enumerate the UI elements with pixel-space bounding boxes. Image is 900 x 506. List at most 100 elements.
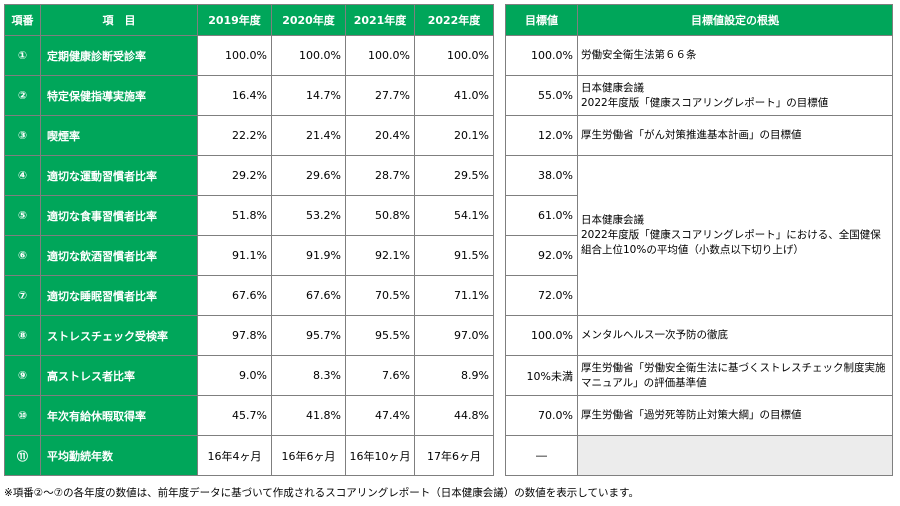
target-value: 55.0% (505, 75, 578, 116)
basis-line: 2022年度版「健康スコアリングレポート」の目標値 (581, 96, 829, 109)
basis-text: 厚生労働省「がん対策推進基本計画」の目標値 (577, 115, 893, 156)
value-2019: 91.1% (197, 235, 272, 276)
value-2022: 54.1% (414, 195, 494, 236)
header-2022: 2022年度 (414, 4, 494, 36)
value-2022: 91.5% (414, 235, 494, 276)
basis-empty (577, 435, 893, 476)
value-2022: 41.0% (414, 75, 494, 116)
value-2019: 45.7% (197, 395, 272, 436)
value-2020: 8.3% (271, 355, 346, 396)
target-value: 38.0% (505, 155, 578, 196)
target-value: 12.0% (505, 115, 578, 156)
value-2019: 22.2% (197, 115, 272, 156)
value-2022: 17年6ヶ月 (414, 435, 494, 476)
target-header-row: 目標値 目標値設定の根拠 (505, 4, 893, 36)
item-name: 特定保健指導実施率 (40, 75, 198, 116)
item-number: ① (4, 35, 41, 76)
value-2021: 100.0% (345, 35, 415, 76)
item-name: 高ストレス者比率 (40, 355, 198, 396)
target-row: 10%未満 厚生労働省「労働安全衛生法に基づくストレスチェック制度実施マニュアル… (505, 355, 893, 396)
item-name: 適切な食事習慣者比率 (40, 195, 198, 236)
table-row: ④ 適切な運動習慣者比率 29.2% 29.6% 28.7% 29.5% (4, 155, 494, 196)
table-row: ⑦ 適切な睡眠習慣者比率 67.6% 67.6% 70.5% 71.1% (4, 275, 494, 316)
item-name: 平均勤続年数 (40, 435, 198, 476)
value-2019: 67.6% (197, 275, 272, 316)
value-2020: 67.6% (271, 275, 346, 316)
target-row: 100.0% メンタルヘルス一次予防の徹底 (505, 315, 893, 356)
value-2021: 47.4% (345, 395, 415, 436)
value-2019: 97.8% (197, 315, 272, 356)
table-row: ③ 喫煙率 22.2% 21.4% 20.4% 20.1% (4, 115, 494, 156)
target-row: 70.0% 厚生労働省「過労死等防止対策大綱」の目標値 (505, 395, 893, 436)
basis-text: メンタルヘルス一次予防の徹底 (577, 315, 893, 356)
value-2020: 14.7% (271, 75, 346, 116)
value-2022: 71.1% (414, 275, 494, 316)
value-2019: 16.4% (197, 75, 272, 116)
value-2021: 92.1% (345, 235, 415, 276)
item-number: ⑦ (4, 275, 41, 316)
target-value: 70.0% (505, 395, 578, 436)
basis-text: 日本健康会議 2022年度版「健康スコアリングレポート」の目標値 (577, 75, 893, 116)
item-name: 喫煙率 (40, 115, 198, 156)
target-value: 100.0% (505, 35, 578, 76)
header-2019: 2019年度 (197, 4, 272, 36)
value-2021: 27.7% (345, 75, 415, 116)
value-2022: 100.0% (414, 35, 494, 76)
target-value: 92.0% (505, 235, 578, 276)
item-number: ② (4, 75, 41, 116)
basis-line: 日本健康会議 (581, 214, 644, 226)
item-number: ④ (4, 155, 41, 196)
target-row: ― (505, 435, 893, 476)
item-name: ストレスチェック受検率 (40, 315, 198, 356)
target-value: 61.0% (505, 195, 578, 236)
item-name: 年次有給休暇取得率 (40, 395, 198, 436)
item-number: ⑨ (4, 355, 41, 396)
item-number: ⑪ (4, 435, 41, 476)
basis-text: 厚生労働省「労働安全衛生法に基づくストレスチェック制度実施マニュアル」の評価基準… (577, 355, 893, 396)
value-2022: 44.8% (414, 395, 494, 436)
target-value: 72.0% (505, 275, 578, 316)
basis-line: 日本健康会議 (581, 81, 644, 94)
value-2019: 16年4ヶ月 (197, 435, 272, 476)
target-row: 12.0% 厚生労働省「がん対策推進基本計画」の目標値 (505, 115, 893, 156)
item-number: ⑥ (4, 235, 41, 276)
header-2021: 2021年度 (345, 4, 415, 36)
value-2020: 53.2% (271, 195, 346, 236)
value-2021: 7.6% (345, 355, 415, 396)
target-value: 100.0% (505, 315, 578, 356)
table-row: ⑩ 年次有給休暇取得率 45.7% 41.8% 47.4% 44.8% (4, 395, 494, 436)
item-name: 定期健康診断受診率 (40, 35, 198, 76)
basis-text: 厚生労働省「過労死等防止対策大綱」の目標値 (577, 395, 893, 436)
footnote: ※項番②～⑦の各年度の数値は、前年度データに基づいて作成されるスコアリングレポー… (4, 487, 639, 499)
target-value: 10%未満 (505, 355, 578, 396)
table-row: ⑪ 平均勤続年数 16年4ヶ月 16年6ヶ月 16年10ヶ月 17年6ヶ月 (4, 435, 494, 476)
header-basis: 目標値設定の根拠 (577, 4, 893, 36)
table-row: ⑧ ストレスチェック受検率 97.8% 95.7% 95.5% 97.0% (4, 315, 494, 356)
item-number: ⑩ (4, 395, 41, 436)
basis-line: 2022年度版「健康スコアリングレポート」における、全国健保組合上位10%の平均… (581, 229, 881, 256)
value-2021: 50.8% (345, 195, 415, 236)
value-2020: 41.8% (271, 395, 346, 436)
value-2019: 51.8% (197, 195, 272, 236)
target-row: 55.0% 日本健康会議 2022年度版「健康スコアリングレポート」の目標値 (505, 75, 893, 116)
target-value: ― (505, 435, 578, 476)
item-number: ③ (4, 115, 41, 156)
header-2020: 2020年度 (271, 4, 346, 36)
basis-text: 労働安全衛生法第６６条 (577, 35, 893, 76)
item-name: 適切な運動習慣者比率 (40, 155, 198, 196)
metrics-table: 項番 項 目 2019年度 2020年度 2021年度 2022年度 ① 定期健康… (4, 4, 494, 476)
value-2021: 28.7% (345, 155, 415, 196)
value-2021: 70.5% (345, 275, 415, 316)
value-2021: 20.4% (345, 115, 415, 156)
basis-text-merged: 日本健康会議 2022年度版「健康スコアリングレポート」における、全国健保組合上… (577, 155, 893, 316)
value-2020: 91.9% (271, 235, 346, 276)
value-2022: 29.5% (414, 155, 494, 196)
item-name: 適切な飲酒習慣者比率 (40, 235, 198, 276)
table-row: ⑥ 適切な飲酒習慣者比率 91.1% 91.9% 92.1% 91.5% (4, 235, 494, 276)
header-target: 目標値 (505, 4, 578, 36)
item-name: 適切な睡眠習慣者比率 (40, 275, 198, 316)
value-2020: 16年6ヶ月 (271, 435, 346, 476)
target-row: 100.0% 労働安全衛生法第６６条 (505, 35, 893, 76)
header-item-no: 項番 (4, 4, 41, 36)
target-table: 目標値 目標値設定の根拠 100.0% 労働安全衛生法第６６条 55.0% 日本… (505, 4, 893, 476)
